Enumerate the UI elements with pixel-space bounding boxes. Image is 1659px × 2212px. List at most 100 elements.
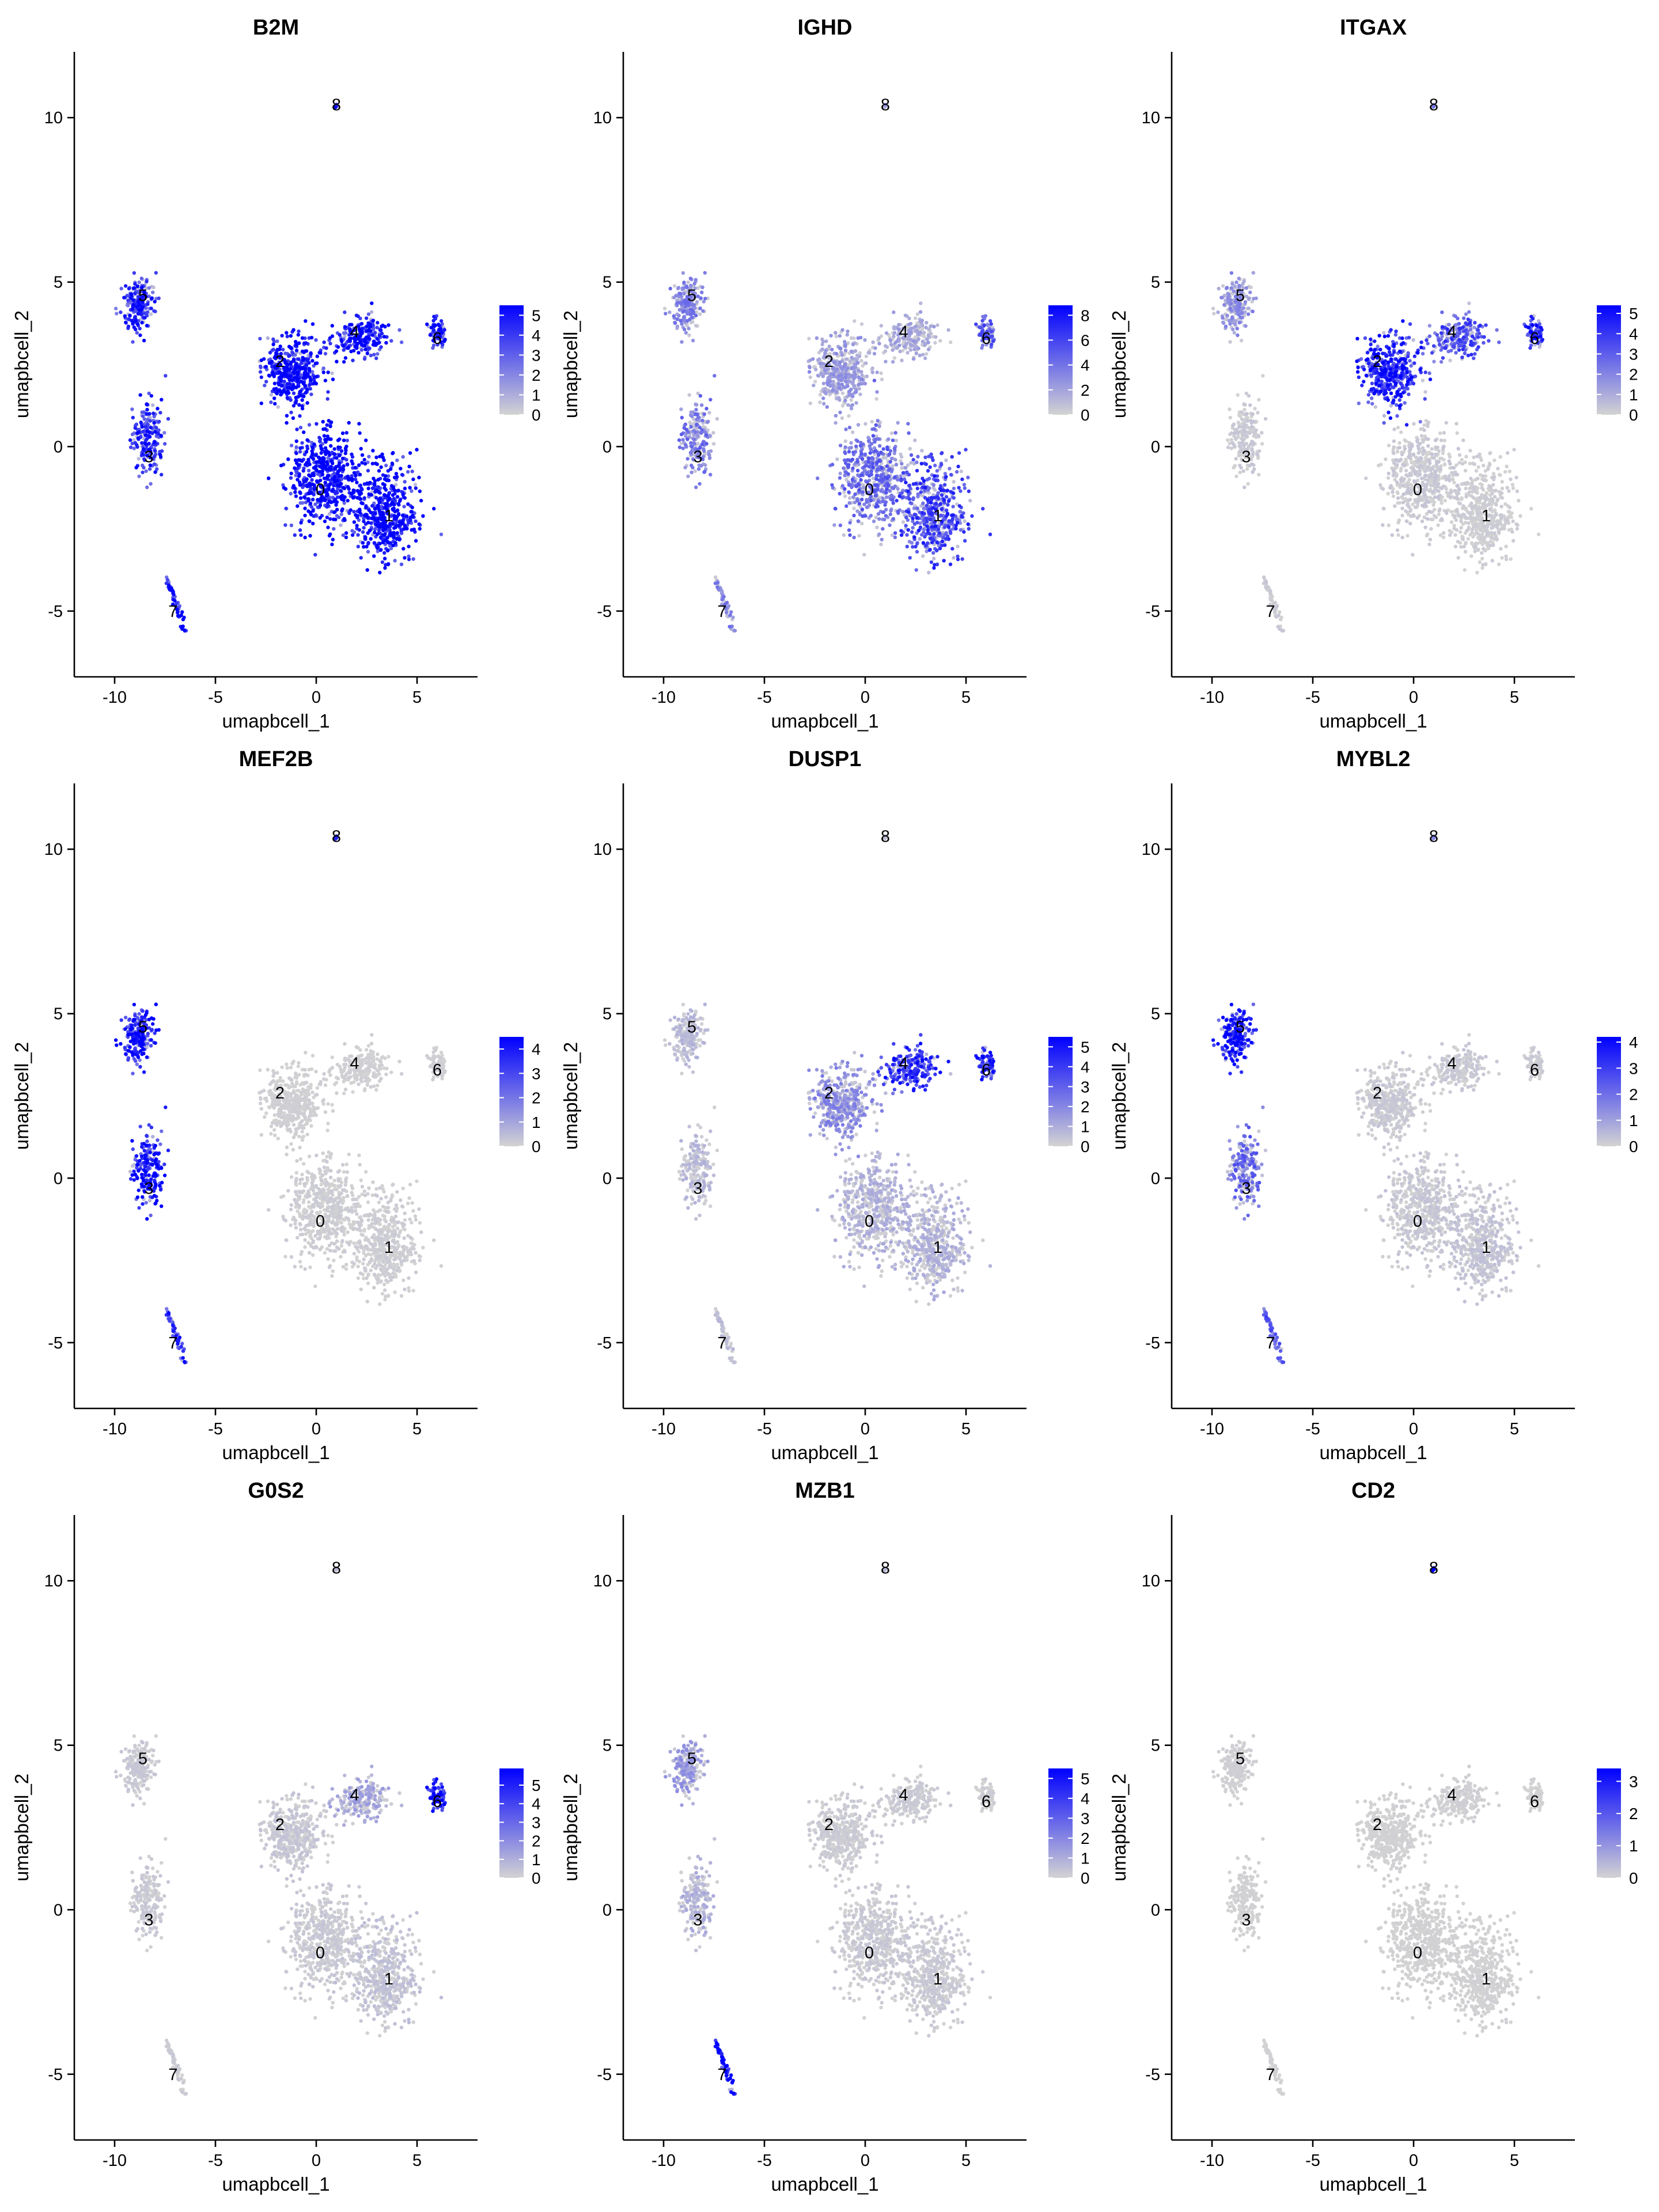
cell-point	[377, 501, 381, 505]
cell-point	[403, 496, 407, 500]
cell-point	[357, 463, 361, 467]
cell-point	[918, 537, 922, 541]
cell-point	[856, 336, 860, 340]
cell-point	[339, 512, 343, 516]
cell-point	[728, 624, 732, 629]
cell-point	[263, 383, 267, 388]
cell-point	[707, 453, 711, 457]
cell-point	[285, 334, 289, 339]
cell-point	[357, 528, 361, 532]
cell-point	[410, 505, 414, 510]
cell-point	[847, 414, 851, 418]
cell-point	[360, 453, 365, 457]
cell-point	[307, 368, 312, 373]
cell-point	[275, 392, 279, 396]
cell-point	[834, 414, 838, 418]
cell-point	[677, 445, 682, 449]
cell-point	[311, 457, 316, 461]
cell-point	[843, 494, 847, 498]
cell-point	[911, 516, 915, 521]
cell-point	[341, 533, 345, 537]
cell-point	[153, 470, 157, 474]
cell-point	[694, 403, 698, 407]
cell-point	[387, 323, 391, 327]
cell-point	[285, 421, 289, 425]
cell-point	[323, 351, 328, 356]
cell-point	[840, 391, 845, 395]
cell-point	[315, 422, 319, 426]
cell-point	[367, 454, 371, 459]
cell-point	[305, 446, 310, 450]
cell-point	[349, 508, 353, 512]
cell-point	[818, 400, 822, 404]
cell-point	[681, 309, 685, 313]
cell-point	[324, 346, 328, 350]
cell-point	[991, 339, 995, 343]
cell-point	[282, 388, 286, 392]
x-tick-label: 5	[412, 688, 422, 707]
cell-point	[851, 394, 855, 399]
cell-point	[382, 477, 387, 481]
cell-point	[915, 550, 919, 554]
cell-point	[338, 333, 342, 337]
cell-point	[371, 449, 375, 453]
cell-point	[1406, 533, 1410, 538]
cell-point	[990, 334, 994, 339]
cell-point	[846, 366, 850, 370]
cell-point	[291, 391, 296, 395]
cell-point	[357, 422, 361, 426]
cell-point	[948, 467, 952, 471]
cell-point	[358, 472, 362, 477]
cell-point	[1484, 491, 1488, 495]
cell-point	[702, 470, 706, 474]
cell-point	[180, 610, 184, 614]
cell-point	[849, 441, 853, 445]
cell-point	[957, 451, 961, 455]
cell-point	[685, 457, 690, 461]
cell-point	[952, 480, 956, 484]
cell-point	[700, 442, 704, 446]
cell-point	[982, 323, 986, 328]
cell-point	[915, 328, 919, 333]
cell-point	[332, 483, 336, 487]
cell-point	[294, 494, 298, 498]
cell-point	[848, 533, 852, 537]
cell-point	[808, 375, 813, 380]
cell-point	[1458, 530, 1463, 534]
cell-point	[863, 464, 867, 468]
cell-point	[924, 462, 929, 467]
cell-point	[366, 531, 370, 535]
cell-point	[867, 474, 872, 478]
cell-point	[918, 525, 923, 529]
cell-point	[888, 512, 893, 516]
cell-point	[838, 334, 842, 338]
cell-point	[1498, 454, 1502, 459]
cell-point	[927, 532, 931, 536]
cell-point	[963, 539, 967, 543]
cell-point	[354, 513, 358, 517]
cell-point	[333, 467, 338, 471]
cell-point	[385, 548, 390, 552]
cell-point	[147, 467, 152, 471]
panel-title: B2M	[253, 16, 299, 40]
cell-point	[334, 349, 339, 353]
cell-point	[145, 324, 149, 328]
cell-point	[411, 557, 415, 561]
cell-point	[325, 505, 329, 509]
cell-point	[342, 360, 346, 364]
cell-point	[832, 523, 836, 527]
cell-point	[862, 552, 866, 557]
cell-point	[942, 525, 947, 529]
cell-point	[934, 501, 938, 506]
cell-point	[289, 334, 293, 338]
cell-point	[330, 371, 334, 376]
cell-point	[322, 340, 326, 344]
cell-point	[1424, 419, 1428, 423]
cell-point	[896, 478, 900, 482]
x-tick-label: 0	[312, 688, 321, 707]
cell-point	[929, 501, 933, 505]
cell-point	[375, 336, 379, 341]
cell-point	[1438, 456, 1442, 461]
cell-point	[314, 338, 318, 342]
cell-point	[400, 472, 404, 477]
